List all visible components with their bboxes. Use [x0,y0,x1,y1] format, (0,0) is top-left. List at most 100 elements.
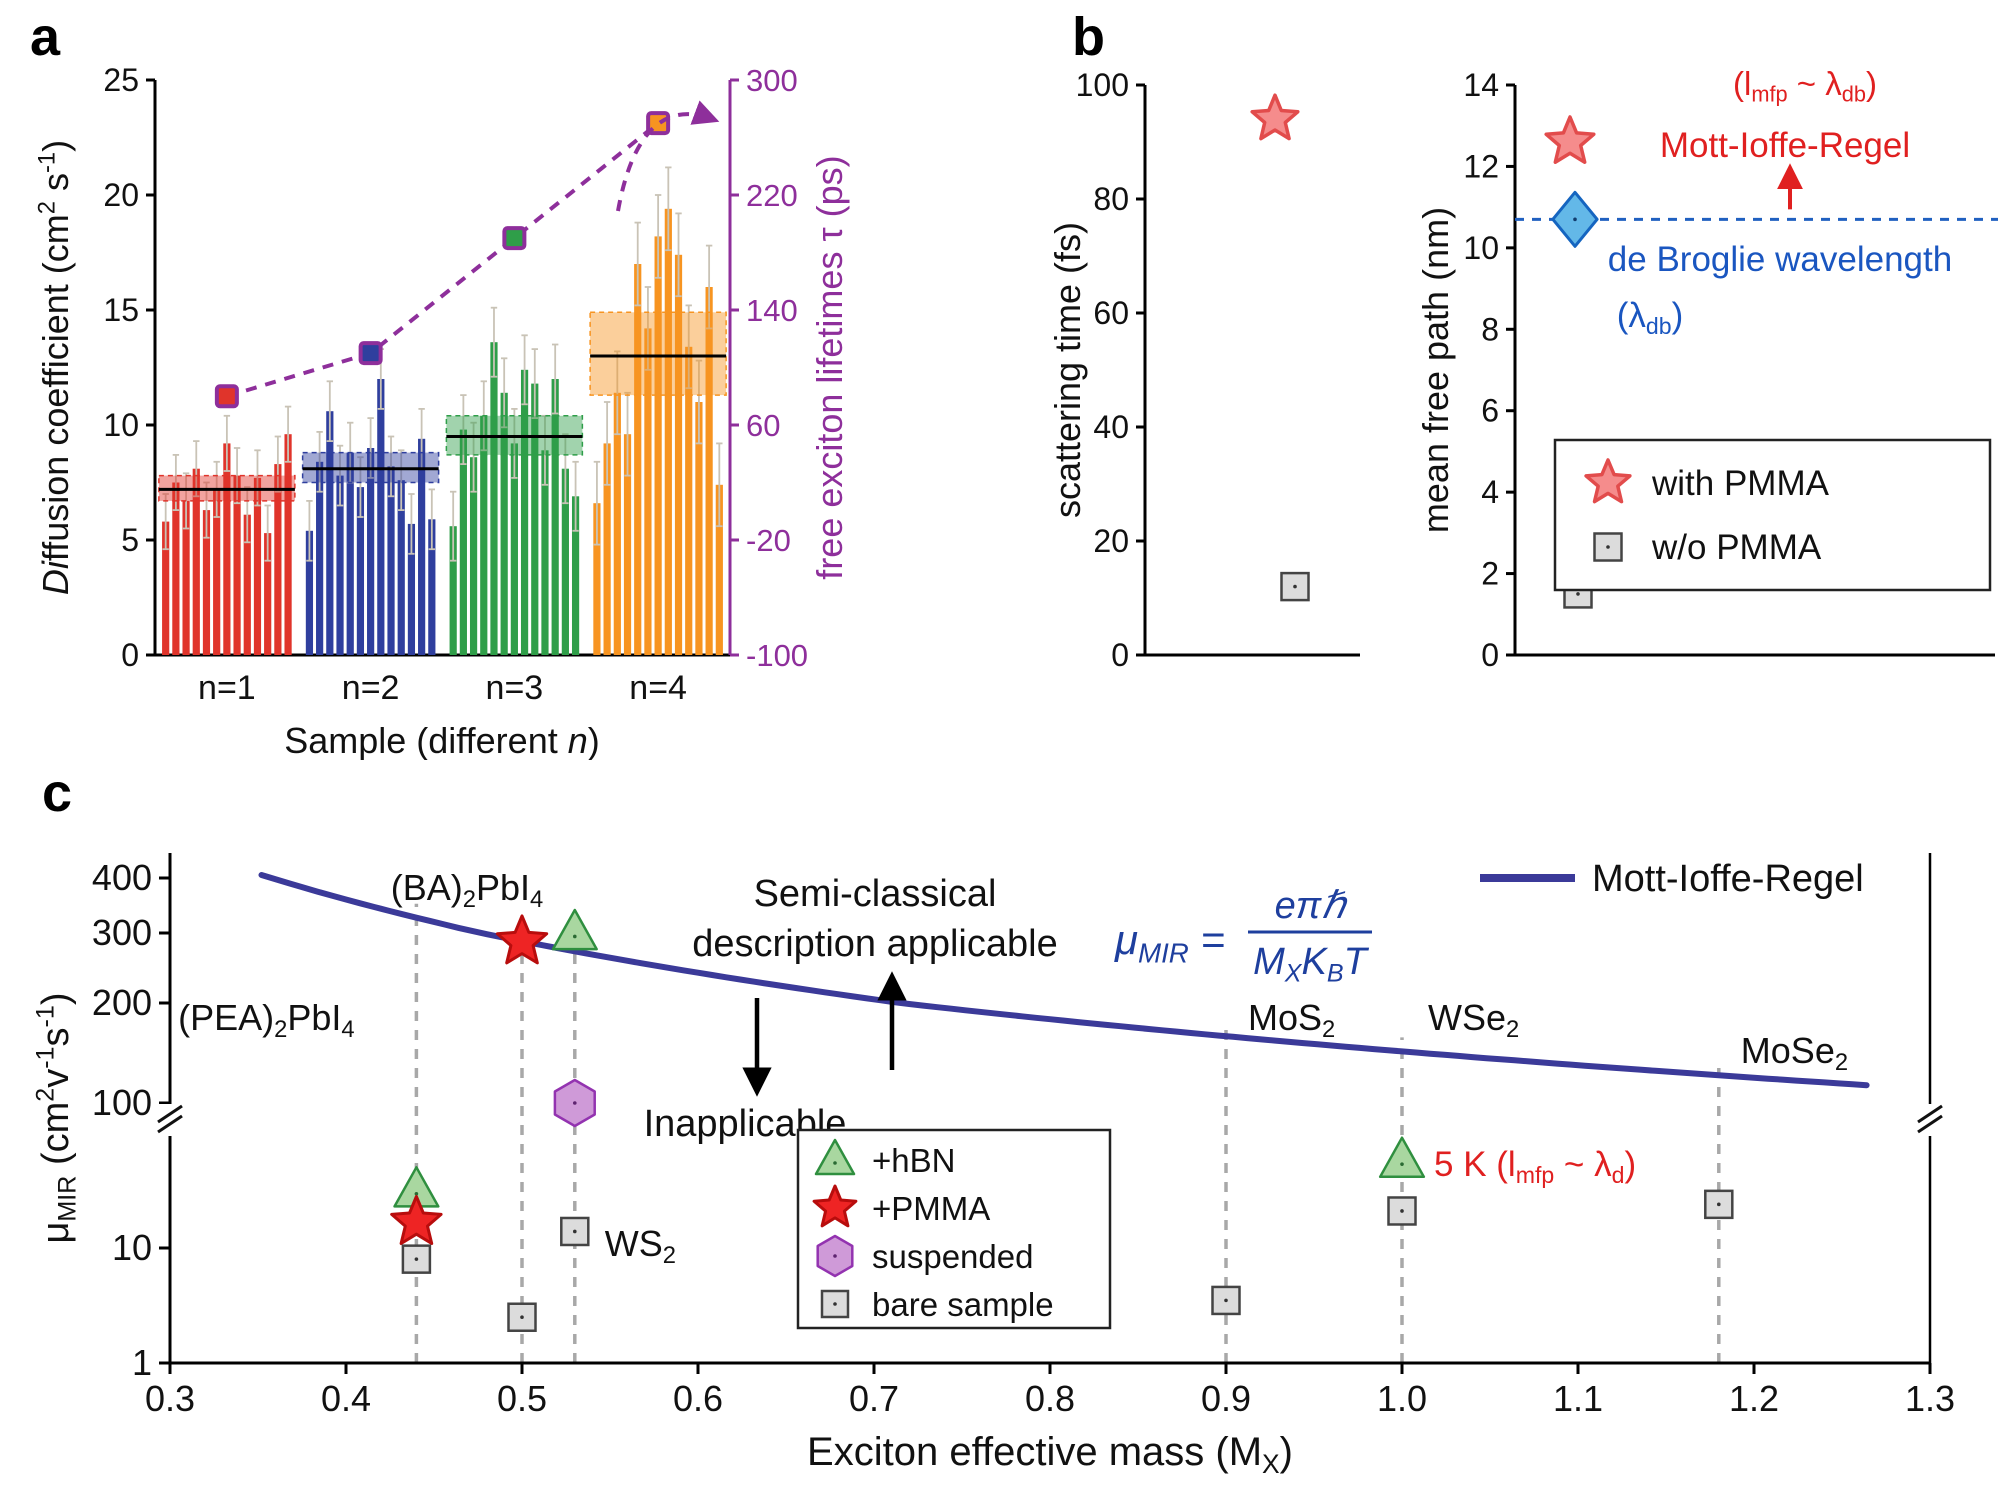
y-tick-label: 20 [1093,523,1129,559]
y-tick-label: 6 [1481,393,1499,429]
material-label: MoS2 [1248,997,1335,1043]
panel-b-chart: 0 20 40 60 80 100 scattering time (fs) 0 2 4 6 8 10 1… [1050,65,1998,673]
x-tick-label: n=3 [486,669,544,707]
axis-break-slash [1917,1104,1943,1124]
material-label: WS2 [605,1223,676,1269]
y-tick-label: 100 [1076,67,1129,103]
star-marker [1584,458,1632,504]
y-tick-label: 400 [92,857,152,898]
y-tick-label: 40 [1093,409,1129,445]
bar [510,443,518,655]
y-right-tick-label: -20 [746,523,791,558]
bar [274,464,282,655]
legend-box [796,1128,1112,1330]
bar [613,392,621,655]
x-tick-label: 0.8 [1025,1378,1075,1419]
axis-break-slash [157,1104,183,1124]
material-label: (PEA)2PbI4 [178,997,355,1043]
y-tick-label: 10 [103,407,139,443]
y-tick-label: 2 [1481,556,1499,592]
x-tick-label: 1.1 [1553,1378,1603,1419]
bar [603,443,611,655]
y-tick-label: 0 [121,637,139,673]
bar [377,379,385,655]
bar [520,369,529,655]
y-tick-label: 10 [112,1227,152,1268]
star-marker [812,1184,858,1228]
y-right-tick-label: -100 [746,638,808,673]
curve-legend-label: Mott-Ioffe-Regel [1592,858,1864,900]
bar [367,448,375,655]
bar [162,521,170,655]
de-broglie-label: de Broglie wavelength [1608,240,1952,279]
bar [316,461,324,655]
lifetime-line [226,121,660,399]
bar [418,438,426,655]
bar [531,383,539,655]
bar [571,496,580,655]
legend-label: +hBN [872,1142,955,1179]
marker-dot [573,1101,577,1105]
y-tick-label: 15 [103,292,139,328]
marker-dot [520,1315,524,1320]
bar [223,443,231,655]
y-tick-label: 5 [121,522,139,558]
material-label: (BA)2PbI4 [391,867,543,913]
square-marker [560,1216,590,1247]
y-tick-label: 100 [92,1082,152,1123]
marker-dot [414,1257,419,1261]
marker-dot [1293,584,1297,589]
material-label: WSe2 [1428,997,1519,1043]
legend-label: suspended [872,1238,1033,1275]
bar [233,475,241,655]
bar [705,287,713,655]
bar [664,208,672,656]
y-tick-label: 14 [1463,67,1499,103]
bar [674,254,683,656]
marker-dot [833,1161,837,1165]
y-right-tick-label: 140 [746,293,798,328]
bar [284,434,292,655]
panel-a-label: a [30,7,61,67]
lifetime-marker [214,384,239,409]
bar [715,484,723,655]
bar [172,482,180,655]
legend-box [1553,438,1992,592]
x-tick-label: 0.3 [145,1378,195,1419]
bar [264,533,272,655]
axis-break-slash [157,1114,183,1134]
bar [469,457,478,655]
bar [644,328,652,655]
bar [397,480,405,655]
bar [428,519,436,655]
star-marker [1544,115,1596,164]
x-tick-label: n=4 [629,669,687,707]
x-tick-label: 0.5 [497,1378,547,1419]
marker-dot [1717,1202,1721,1207]
star-marker [390,1195,443,1245]
triangle-marker [1378,1136,1426,1179]
marker-dot [1576,592,1580,596]
y-tick-label: 0 [1481,637,1499,673]
bar [243,514,251,655]
marker-dot [833,1254,837,1258]
de-broglie-symbol: (λdb) [1617,296,1684,339]
x-axis-label: Sample (different n) [284,720,600,760]
y-tick-label: 20 [103,177,139,213]
bar [336,475,344,655]
formula-numerator: eπℏ [1275,885,1349,927]
panel-c-label: c [42,763,73,823]
x-tick-label: 1.3 [1905,1378,1955,1419]
bar [213,489,221,655]
y-tick-label: 12 [1463,148,1499,184]
applicable-label: description applicable [692,923,1057,965]
marker-dot [833,1302,837,1306]
bar [480,415,488,655]
legend-label: +PMMA [872,1190,990,1227]
lifetime-axis-arrow [616,100,720,212]
bar [634,264,642,655]
bar [541,450,549,655]
bar [593,503,601,655]
y-right-tick-label: 220 [746,178,798,213]
bar [490,342,498,655]
